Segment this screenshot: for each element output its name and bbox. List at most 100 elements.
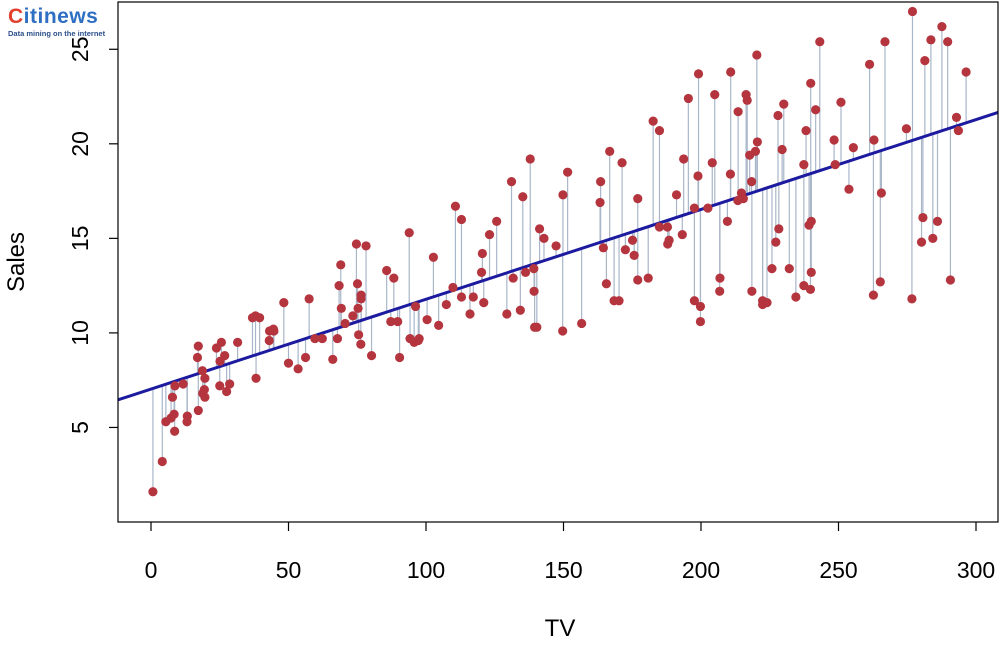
data-point (269, 326, 279, 336)
data-point (441, 299, 451, 310)
data-point (868, 290, 879, 300)
data-point (468, 292, 478, 302)
data-point (605, 146, 615, 156)
data-point (492, 216, 502, 226)
data-point (844, 184, 854, 194)
data-point (353, 303, 363, 313)
data-point (233, 337, 243, 347)
data-point (477, 248, 487, 259)
data-point (777, 144, 787, 155)
data-point (393, 316, 403, 327)
data-point (791, 292, 801, 302)
data-point (192, 352, 203, 363)
logo-wordmark-rest: itinews (23, 5, 99, 28)
data-point (907, 294, 917, 304)
data-point (671, 190, 682, 200)
data-point (614, 296, 624, 306)
y-tick-label: 25 (67, 36, 93, 62)
data-point (629, 250, 639, 260)
x-tick-label: 0 (145, 557, 158, 583)
data-point (805, 284, 816, 295)
data-point (283, 358, 294, 368)
data-point (348, 311, 358, 321)
data-point (767, 264, 777, 274)
data-point (654, 222, 665, 232)
data-point (529, 286, 539, 296)
data-point (525, 154, 535, 164)
data-point (662, 222, 673, 232)
data-point (366, 351, 377, 361)
data-point (182, 411, 192, 421)
data-point (434, 320, 444, 330)
data-point (356, 294, 366, 304)
data-point (806, 267, 816, 277)
data-point (875, 277, 885, 287)
data-point (869, 135, 879, 145)
data-point (216, 337, 226, 347)
data-point (961, 67, 971, 77)
data-point (848, 143, 858, 153)
data-point (476, 267, 487, 277)
data-point (351, 239, 362, 249)
data-point (901, 124, 912, 134)
x-tick-label: 50 (276, 557, 302, 583)
data-point (920, 56, 930, 66)
data-point (693, 171, 703, 181)
data-point (395, 352, 405, 363)
residual-lines (152, 11, 967, 492)
data-point (336, 303, 346, 313)
data-point (450, 201, 461, 211)
data-point (332, 333, 343, 344)
data-point (643, 273, 653, 283)
x-tick-label: 200 (682, 557, 720, 583)
data-point (255, 313, 265, 323)
data-point (279, 298, 289, 308)
data-point (752, 50, 762, 60)
data-point (733, 107, 743, 117)
data-point (479, 298, 489, 308)
x-tick-label: 300 (957, 557, 995, 583)
data-point (167, 392, 178, 402)
data-point (937, 21, 947, 32)
data-point (577, 318, 587, 329)
data-point (773, 110, 783, 121)
data-point (448, 282, 458, 293)
data-point (148, 487, 158, 497)
data-point (532, 322, 542, 332)
data-point (715, 286, 725, 296)
data-point (725, 169, 736, 179)
data-point (404, 228, 414, 238)
y-tick-label: 5 (67, 421, 93, 434)
data-point (361, 241, 371, 251)
data-point (422, 315, 432, 325)
data-point (534, 224, 545, 234)
data-point (502, 309, 512, 319)
data-point (654, 125, 665, 136)
data-point (951, 112, 962, 122)
data-point (328, 354, 338, 364)
data-point (750, 146, 761, 156)
data-point (215, 381, 225, 391)
x-tick-label: 250 (819, 557, 857, 583)
data-point (414, 333, 424, 344)
y-tick-label: 20 (67, 131, 93, 157)
data-point (389, 273, 399, 283)
data-point (304, 294, 314, 304)
data-point (169, 409, 179, 419)
data-point (222, 386, 232, 397)
data-point (317, 333, 327, 344)
data-point (722, 216, 733, 226)
data-point (703, 203, 713, 213)
data-point (928, 233, 938, 243)
x-axis: 0 50 100 150 200 250 300 (145, 522, 995, 583)
data-point (617, 158, 627, 168)
data-point (157, 456, 167, 467)
data-point (529, 264, 539, 274)
data-point (752, 137, 762, 147)
logo-tagline: Data mining on the internet (8, 29, 106, 38)
data-point (742, 95, 752, 105)
data-point (200, 373, 210, 383)
data-point (815, 37, 825, 47)
data-point (695, 316, 706, 327)
